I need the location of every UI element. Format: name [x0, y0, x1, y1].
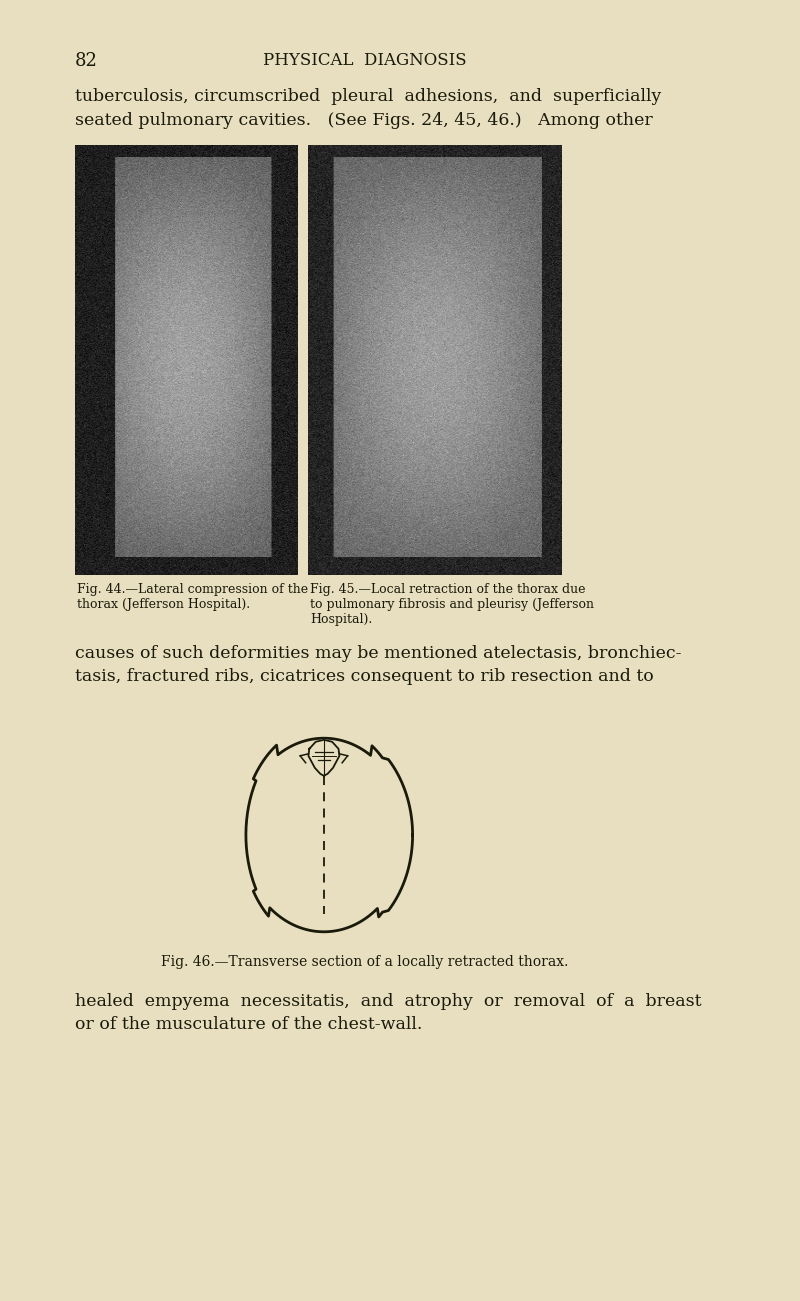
Text: Hospital).: Hospital). — [310, 613, 373, 626]
Text: or of the musculature of the chest-wall.: or of the musculature of the chest-wall. — [75, 1016, 422, 1033]
Bar — [75, 144, 298, 575]
Text: healed  empyema  necessitatis,  and  atrophy  or  removal  of  a  breast: healed empyema necessitatis, and atrophy… — [75, 993, 702, 1010]
Bar — [309, 144, 562, 575]
Polygon shape — [309, 740, 339, 775]
Text: to pulmonary fibrosis and pleurisy (Jefferson: to pulmonary fibrosis and pleurisy (Jeff… — [310, 598, 594, 611]
Text: PHYSICAL  DIAGNOSIS: PHYSICAL DIAGNOSIS — [263, 52, 466, 69]
Text: tasis, fractured ribs, cicatrices consequent to rib resection and to: tasis, fractured ribs, cicatrices conseq… — [75, 667, 654, 686]
Text: seated pulmonary cavities.   (See Figs. 24, 45, 46.)   Among other: seated pulmonary cavities. (See Figs. 24… — [75, 112, 653, 129]
Text: tuberculosis, circumscribed  pleural  adhesions,  and  superficially: tuberculosis, circumscribed pleural adhe… — [75, 88, 661, 105]
Text: 82: 82 — [75, 52, 98, 70]
Text: Fig. 45.—Local retraction of the thorax due: Fig. 45.—Local retraction of the thorax … — [310, 583, 586, 596]
Text: thorax (Jefferson Hospital).: thorax (Jefferson Hospital). — [77, 598, 250, 611]
Text: Fig. 44.—Lateral compression of the: Fig. 44.—Lateral compression of the — [77, 583, 308, 596]
Text: causes of such deformities may be mentioned atelectasis, bronchiec-: causes of such deformities may be mentio… — [75, 645, 682, 662]
Text: Fig. 46.—Transverse section of a locally retracted thorax.: Fig. 46.—Transverse section of a locally… — [162, 955, 569, 969]
